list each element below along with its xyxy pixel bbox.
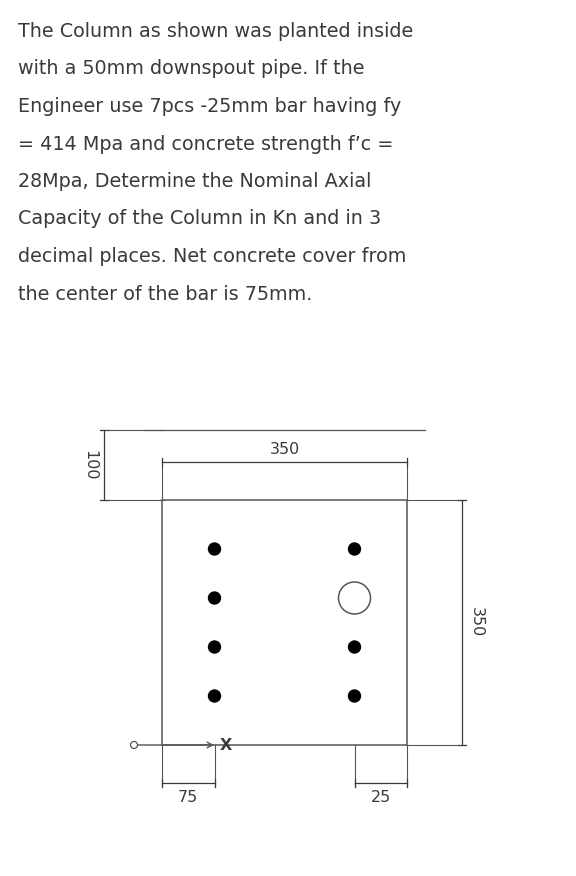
Text: Capacity of the Column in Kn and in 3: Capacity of the Column in Kn and in 3 — [18, 209, 381, 229]
Circle shape — [348, 690, 361, 702]
Circle shape — [209, 690, 221, 702]
Text: 350: 350 — [468, 607, 483, 638]
Bar — [162, 500, 407, 745]
Text: 100: 100 — [82, 449, 97, 480]
Circle shape — [209, 543, 221, 555]
Text: with a 50mm downspout pipe. If the: with a 50mm downspout pipe. If the — [18, 60, 365, 79]
Circle shape — [131, 741, 138, 748]
Text: X: X — [220, 738, 232, 753]
Circle shape — [348, 543, 361, 555]
Text: The Column as shown was planted inside: The Column as shown was planted inside — [18, 22, 413, 41]
Text: 350: 350 — [270, 442, 300, 456]
Text: Engineer use 7pcs -25mm bar having fy: Engineer use 7pcs -25mm bar having fy — [18, 97, 401, 116]
Circle shape — [209, 592, 221, 604]
Circle shape — [339, 582, 370, 614]
Circle shape — [209, 641, 221, 653]
Text: = 414 Mpa and concrete strength f’c =: = 414 Mpa and concrete strength f’c = — [18, 135, 393, 153]
Text: 28Mpa, Determine the Nominal Axial: 28Mpa, Determine the Nominal Axial — [18, 172, 372, 191]
Text: decimal places. Net concrete cover from: decimal places. Net concrete cover from — [18, 247, 407, 266]
Circle shape — [348, 641, 361, 653]
Text: 75: 75 — [178, 789, 198, 804]
Text: the center of the bar is 75mm.: the center of the bar is 75mm. — [18, 285, 312, 303]
Text: 25: 25 — [370, 789, 391, 804]
